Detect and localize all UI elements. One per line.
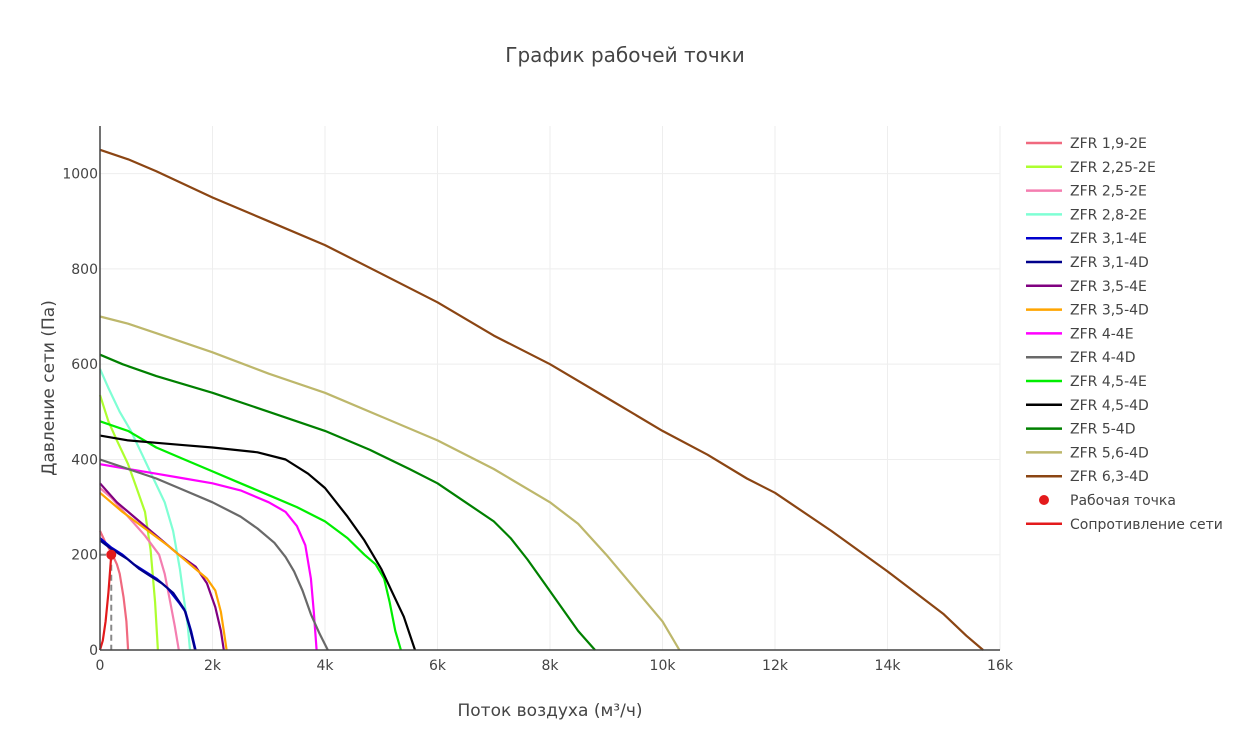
- series-line-13: [99, 315, 681, 651]
- x-tick-label: 4k: [316, 658, 334, 674]
- legend-label-5: ZFR 3,1-4D: [1070, 255, 1149, 271]
- series-line-14: [99, 148, 984, 651]
- y-axis-title: Давление сети (Па): [39, 300, 59, 476]
- series-line-3: [98, 368, 192, 651]
- x-tick-label: 12k: [762, 658, 789, 674]
- legend-label-6: ZFR 3,5-4E: [1070, 279, 1147, 295]
- series-layer: [98, 148, 984, 651]
- x-tick-label: 2k: [204, 658, 222, 674]
- legend-label-11: ZFR 4,5-4D: [1070, 398, 1149, 414]
- legend-label-9: ZFR 4-4D: [1070, 350, 1135, 366]
- series-line-9: [99, 458, 329, 651]
- series-line-8: [99, 463, 318, 651]
- x-tick-label: 6k: [429, 658, 447, 674]
- legend-label-14: ZFR 6,3-4D: [1070, 469, 1149, 485]
- legend-label-13: ZFR 5,6-4D: [1070, 445, 1149, 461]
- x-tick-label: 8k: [541, 658, 559, 674]
- legend-label-4: ZFR 3,1-4E: [1070, 231, 1147, 247]
- grid: [100, 126, 1001, 650]
- legend-label-16: Сопротивление сети: [1070, 517, 1223, 533]
- series-line-10: [99, 420, 402, 651]
- legend-label-0: ZFR 1,9-2E: [1070, 136, 1147, 152]
- x-tick-label: 0: [96, 658, 105, 674]
- y-tick-label: 1000: [62, 167, 98, 183]
- x-tick-label: 14k: [875, 658, 902, 674]
- x-axis-title: Поток воздуха (м³/ч): [458, 701, 643, 721]
- series-line-5: [99, 539, 197, 651]
- x-tick-label: 10k: [650, 658, 677, 674]
- y-tick-label: 600: [71, 357, 98, 373]
- legend-label-8: ZFR 4-4E: [1070, 326, 1134, 342]
- legend-label-2: ZFR 2,5-2E: [1070, 184, 1147, 200]
- y-tick-label: 400: [71, 452, 98, 468]
- chart-title: График рабочей точки: [505, 43, 744, 67]
- legend-label-7: ZFR 3,5-4D: [1070, 303, 1149, 319]
- y-tick-label: 200: [71, 548, 98, 564]
- y-tick-label: 800: [71, 262, 98, 278]
- legend-label-10: ZFR 4,5-4E: [1070, 374, 1147, 390]
- series-line-2: [99, 487, 180, 651]
- legend-label-3: ZFR 2,8-2E: [1070, 207, 1147, 223]
- series-line-7: [99, 491, 228, 651]
- series-line-16: [98, 554, 113, 651]
- legend: ZFR 1,9-2E ZFR 2,25-2E ZFR 2,5-2E ZFR 2,8-2…: [1026, 136, 1223, 533]
- legend-label-1: ZFR 2,25-2E: [1070, 160, 1156, 176]
- series-line-12: [99, 353, 596, 651]
- legend-marker-15: [1039, 495, 1049, 505]
- tick-labels: 0 2k 4k 6k 8k 10k 12k 14k 16k 0 200 400 600 800 1000: [62, 167, 1013, 674]
- operating-point-guides: [100, 553, 113, 650]
- x-tick-label: 16k: [987, 658, 1014, 674]
- legend-label-15: Рабочая точка: [1070, 493, 1176, 509]
- series-line-11: [99, 434, 417, 651]
- series-line-1: [98, 394, 159, 651]
- legend-label-12: ZFR 5-4D: [1070, 422, 1135, 438]
- axes: [99, 126, 1000, 651]
- y-tick-label: 0: [89, 643, 98, 659]
